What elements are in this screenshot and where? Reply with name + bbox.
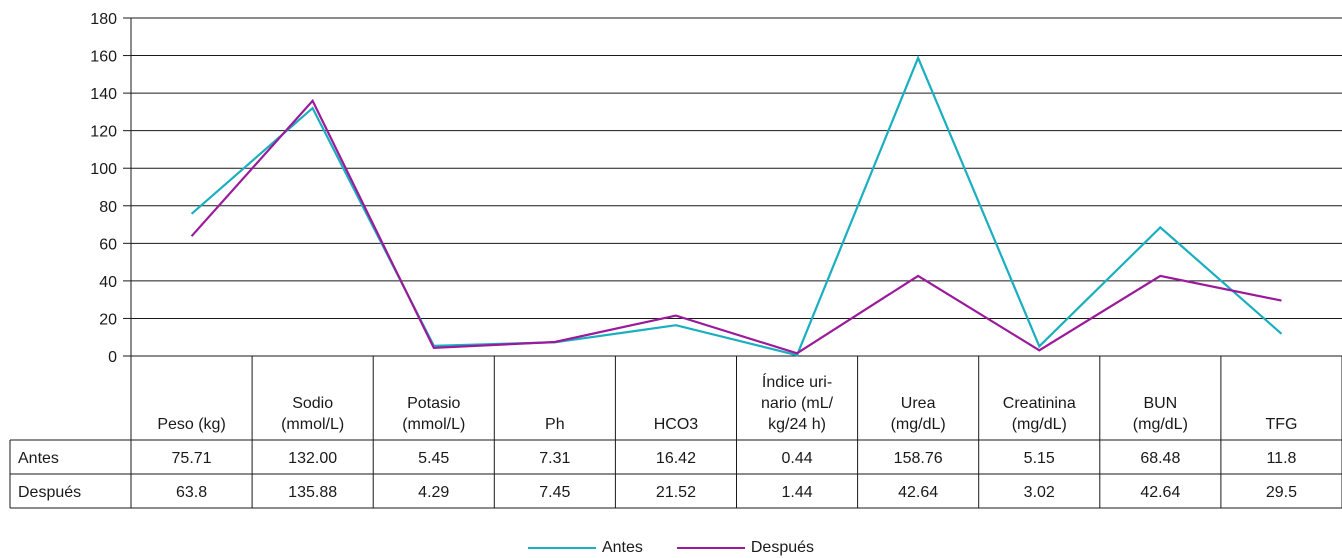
legend-swatch-despues bbox=[676, 547, 745, 549]
y-tick-label: 120 bbox=[90, 124, 117, 141]
y-tick-label: 40 bbox=[99, 274, 117, 291]
category-label: TFG bbox=[1265, 416, 1297, 433]
category-label: Sodio bbox=[292, 395, 333, 412]
category-label: (mg/dL) bbox=[1012, 416, 1067, 433]
series-line-despues bbox=[190, 98, 1282, 355]
y-tick-label: 60 bbox=[99, 236, 117, 253]
category-label: (mg/dL) bbox=[1133, 416, 1188, 433]
table-cell: 1.44 bbox=[781, 484, 812, 501]
y-tick-label: 160 bbox=[90, 49, 117, 66]
legend-item-despues: Después bbox=[676, 539, 815, 557]
table-cell: 29.5 bbox=[1266, 484, 1297, 501]
table-cell: 7.45 bbox=[539, 484, 570, 501]
table-cell: 0.44 bbox=[781, 450, 812, 467]
category-label: BUN bbox=[1143, 395, 1177, 412]
table-cell: 5.45 bbox=[418, 450, 449, 467]
y-tick-label: 0 bbox=[108, 349, 117, 366]
legend-swatch-antes bbox=[527, 547, 596, 549]
table-cell: 11.8 bbox=[1266, 450, 1296, 467]
table-cell: 63.8 bbox=[176, 484, 207, 501]
table-cell: 21.52 bbox=[656, 484, 696, 501]
legend-label-antes: Antes bbox=[601, 539, 643, 556]
table-cell: 68.48 bbox=[1140, 450, 1180, 467]
table-cell: 75.71 bbox=[172, 450, 212, 467]
category-label: Índice uri- bbox=[762, 372, 832, 391]
category-label: (mg/dL) bbox=[891, 416, 946, 433]
series-line-antes bbox=[190, 55, 1283, 357]
table-row-label: Antes bbox=[18, 450, 59, 467]
table-cell: 7.31 bbox=[539, 450, 570, 467]
category-label: Potasio bbox=[407, 395, 460, 412]
table-cell: 135.88 bbox=[288, 484, 337, 501]
category-label: (mmol/L) bbox=[281, 416, 344, 433]
legend: Antes Después bbox=[0, 538, 1342, 558]
y-tick-label: 100 bbox=[90, 161, 117, 178]
category-label: Peso (kg) bbox=[157, 416, 225, 433]
category-label: kg/24 h) bbox=[768, 416, 826, 433]
y-tick-label: 180 bbox=[90, 11, 117, 28]
y-tick-label: 80 bbox=[99, 199, 117, 216]
category-label: (mmol/L) bbox=[402, 416, 465, 433]
table-cell: 158.76 bbox=[894, 450, 943, 467]
y-tick-label: 140 bbox=[90, 86, 117, 103]
category-label: Urea bbox=[901, 395, 936, 412]
table-cell: 4.29 bbox=[418, 484, 449, 501]
table-cell: 42.64 bbox=[1140, 484, 1180, 501]
category-label: Creatinina bbox=[1003, 395, 1076, 412]
table-cell: 16.42 bbox=[656, 450, 696, 467]
legend-item-antes: Antes bbox=[527, 539, 643, 557]
table-cell: 5.15 bbox=[1024, 450, 1055, 467]
category-label: HCO3 bbox=[654, 416, 699, 433]
y-tick-label: 20 bbox=[99, 311, 117, 328]
table-cell: 42.64 bbox=[898, 484, 938, 501]
table-cell: 132.00 bbox=[288, 450, 337, 467]
legend-label-despues: Después bbox=[750, 539, 815, 556]
table-row-label: Después bbox=[18, 484, 81, 501]
table-cell: 3.02 bbox=[1024, 484, 1055, 501]
category-label: nario (mL/ bbox=[761, 395, 834, 412]
category-label: Ph bbox=[545, 416, 565, 433]
